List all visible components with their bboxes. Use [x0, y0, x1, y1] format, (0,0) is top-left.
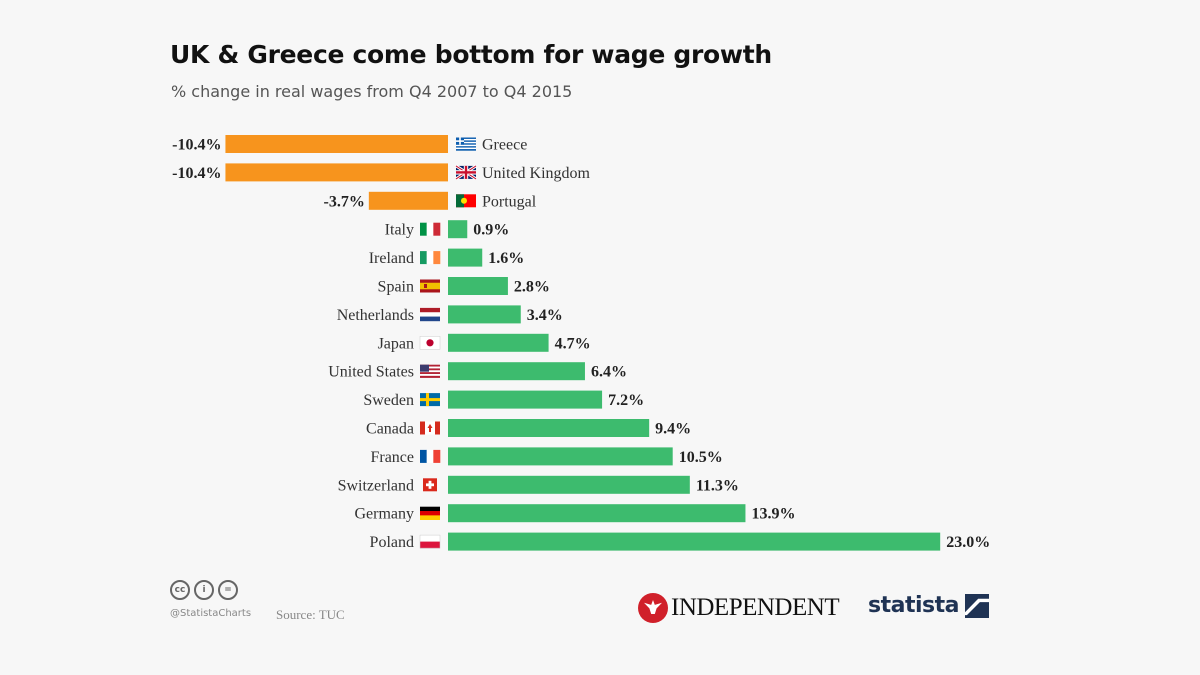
statista-handle: @StatistaCharts	[170, 608, 252, 619]
flag-ireland-icon	[420, 251, 441, 265]
value-label-united-states: 6.4%	[591, 364, 627, 381]
independent-wordmark: INDEPENDENT	[671, 594, 840, 621]
independent-eagle-icon	[638, 593, 668, 623]
flag-united-states-icon	[420, 364, 440, 378]
country-label-italy: Italy	[385, 222, 414, 239]
value-label-ireland: 1.6%	[488, 250, 524, 267]
country-label-portugal: Portugal	[482, 193, 537, 210]
flag-switzerland-icon	[423, 478, 437, 492]
bar-united-kingdom	[225, 163, 448, 182]
creative-commons-icon: cc	[170, 580, 190, 600]
country-label-canada: Canada	[366, 421, 414, 438]
country-label-greece: Greece	[482, 137, 527, 154]
flag-portugal-icon	[456, 194, 476, 208]
bar-japan	[448, 333, 549, 352]
value-label-poland: 23.0%	[946, 534, 990, 551]
flag-japan-icon	[419, 336, 441, 350]
value-label-portugal: -3.7%	[323, 193, 364, 210]
value-label-spain: 2.8%	[514, 279, 550, 296]
value-label-switzerland: 11.3%	[696, 477, 739, 494]
chart-subtitle: % change in real wages from Q4 2007 to Q…	[171, 82, 573, 101]
independent-logo: INDEPENDENT	[638, 593, 840, 623]
flag-poland-icon	[419, 534, 441, 549]
country-label-united-states: United States	[328, 364, 414, 381]
country-label-ireland: Ireland	[369, 250, 414, 267]
bar-germany	[448, 504, 746, 523]
flag-spain-icon	[420, 279, 440, 293]
country-label-japan: Japan	[378, 335, 414, 352]
bar-france	[448, 447, 673, 466]
value-label-united-kingdom: -10.4%	[172, 165, 221, 182]
country-label-netherlands: Netherlands	[337, 307, 414, 324]
country-label-poland: Poland	[370, 534, 414, 551]
flag-sweden-icon	[420, 393, 440, 407]
country-label-sweden: Sweden	[363, 392, 414, 409]
value-label-germany: 13.9%	[751, 506, 795, 523]
country-label-france: France	[370, 449, 414, 466]
value-label-japan: 4.7%	[555, 335, 591, 352]
bar-switzerland	[448, 475, 690, 494]
flag-canada-icon	[420, 421, 440, 435]
flag-greece-icon	[456, 137, 476, 151]
source-note: Source: TUC	[276, 607, 345, 622]
flag-france-icon	[420, 449, 441, 463]
statista-mark-icon	[964, 593, 989, 618]
flag-netherlands-icon	[420, 307, 440, 322]
country-label-spain: Spain	[378, 279, 414, 296]
value-label-greece: -10.4%	[172, 137, 221, 154]
country-label-united-kingdom: United Kingdom	[482, 165, 591, 182]
bar-united-states	[448, 362, 585, 381]
bar-italy	[448, 220, 468, 239]
country-label-germany: Germany	[354, 506, 414, 523]
value-label-canada: 9.4%	[655, 421, 691, 438]
flag-united-kingdom-icon	[455, 164, 477, 181]
bar-portugal	[368, 191, 448, 210]
value-label-france: 10.5%	[679, 449, 723, 466]
bar-canada	[448, 419, 650, 437]
chart-title: UK & Greece come bottom for wage growth	[170, 40, 772, 69]
license-icons: cc i =	[170, 580, 238, 600]
flag-italy-icon	[420, 222, 441, 236]
bar-ireland	[448, 248, 483, 267]
no-derivatives-icon: =	[218, 580, 238, 600]
bar-spain	[448, 277, 508, 295]
statista-wordmark: statista	[868, 593, 959, 618]
value-label-sweden: 7.2%	[608, 392, 644, 409]
country-label-switzerland: Switzerland	[338, 477, 414, 494]
statista-logo: statista	[868, 593, 989, 618]
flag-germany-icon	[420, 506, 440, 520]
bar-poland	[448, 532, 941, 551]
bar-greece	[225, 135, 448, 153]
bar-sweden	[448, 390, 603, 409]
value-label-italy: 0.9%	[473, 222, 509, 239]
bar-netherlands	[448, 305, 521, 324]
attribution-icon: i	[194, 580, 214, 600]
value-label-netherlands: 3.4%	[527, 307, 563, 324]
